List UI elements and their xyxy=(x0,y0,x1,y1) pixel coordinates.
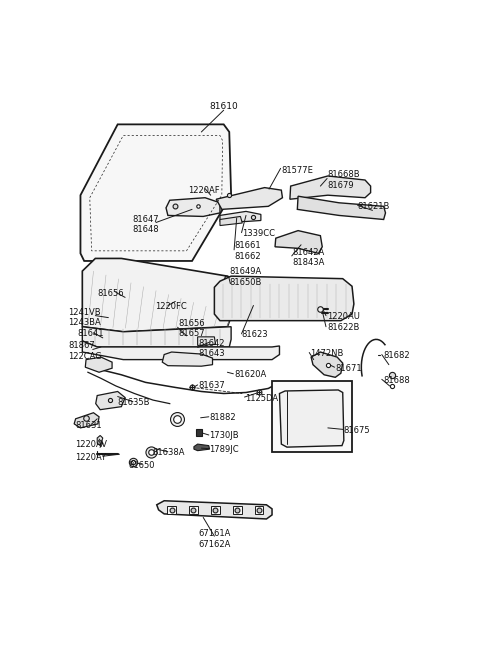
Text: 1125DA: 1125DA xyxy=(245,394,278,403)
Polygon shape xyxy=(194,444,210,451)
Polygon shape xyxy=(85,357,112,373)
Text: 1220FC: 1220FC xyxy=(155,302,187,311)
Polygon shape xyxy=(224,276,244,296)
Text: 1241VB
1243BA: 1241VB 1243BA xyxy=(68,308,101,327)
Text: 81620A: 81620A xyxy=(234,371,266,379)
Polygon shape xyxy=(311,352,343,377)
Polygon shape xyxy=(162,352,213,366)
Polygon shape xyxy=(198,337,216,346)
Text: 1339CC: 1339CC xyxy=(242,229,275,238)
Polygon shape xyxy=(216,188,282,210)
Polygon shape xyxy=(81,124,231,261)
Text: 67161A
67162A: 67161A 67162A xyxy=(198,530,230,549)
Text: 81642A
81843A: 81642A 81843A xyxy=(292,248,325,267)
Polygon shape xyxy=(83,258,231,332)
Text: 81622B: 81622B xyxy=(327,323,360,332)
Text: 81635B: 81635B xyxy=(118,398,150,407)
Text: 81668B
81679: 81668B 81679 xyxy=(328,170,360,190)
Polygon shape xyxy=(83,341,279,359)
Polygon shape xyxy=(279,390,344,447)
Polygon shape xyxy=(220,216,242,225)
Polygon shape xyxy=(83,327,231,347)
Bar xyxy=(272,381,352,452)
Polygon shape xyxy=(189,507,198,514)
Polygon shape xyxy=(290,176,371,199)
Polygon shape xyxy=(254,507,264,514)
Text: 1220AF: 1220AF xyxy=(188,186,220,194)
Polygon shape xyxy=(220,212,261,221)
Text: 1220AU: 1220AU xyxy=(327,312,360,321)
Polygon shape xyxy=(211,507,220,514)
Polygon shape xyxy=(297,196,385,219)
Text: 81671: 81671 xyxy=(335,364,362,373)
Text: 81642
81643: 81642 81643 xyxy=(198,339,225,358)
Text: 81650: 81650 xyxy=(129,461,156,470)
Text: 81682: 81682 xyxy=(383,351,409,360)
Text: 1472NB: 1472NB xyxy=(310,349,343,358)
Text: 81638A: 81638A xyxy=(152,448,185,457)
Text: 81649A
81650B: 81649A 81650B xyxy=(229,267,262,287)
Text: 81577E: 81577E xyxy=(281,166,313,175)
Text: 81610: 81610 xyxy=(209,102,238,111)
Text: 81637: 81637 xyxy=(198,382,225,390)
Bar xyxy=(196,429,203,436)
Polygon shape xyxy=(97,436,103,445)
Text: 81675: 81675 xyxy=(344,426,370,435)
Text: 81867
122CAG: 81867 122CAG xyxy=(68,341,102,361)
Polygon shape xyxy=(74,413,99,428)
Polygon shape xyxy=(233,507,241,514)
Polygon shape xyxy=(166,198,220,216)
Text: 81621B: 81621B xyxy=(358,202,390,211)
Polygon shape xyxy=(275,231,322,254)
Text: 81656
81657: 81656 81657 xyxy=(178,319,205,338)
Text: 81688: 81688 xyxy=(383,376,409,385)
Text: 81623: 81623 xyxy=(241,330,268,339)
Text: 81647
81648: 81647 81648 xyxy=(132,215,159,235)
Polygon shape xyxy=(96,392,125,410)
Polygon shape xyxy=(156,501,272,519)
Text: 1220AV: 1220AV xyxy=(75,440,107,449)
Text: 81656: 81656 xyxy=(97,289,124,298)
Text: 81641: 81641 xyxy=(77,329,104,338)
Text: 81631: 81631 xyxy=(75,421,101,430)
Text: 81661
81662: 81661 81662 xyxy=(235,241,262,261)
Polygon shape xyxy=(167,507,176,514)
Text: 1220AY: 1220AY xyxy=(75,453,106,462)
Text: 1789JC: 1789JC xyxy=(210,445,239,454)
Text: 81882: 81882 xyxy=(210,413,236,422)
Polygon shape xyxy=(215,276,354,321)
Text: 1730JB: 1730JB xyxy=(210,432,239,440)
